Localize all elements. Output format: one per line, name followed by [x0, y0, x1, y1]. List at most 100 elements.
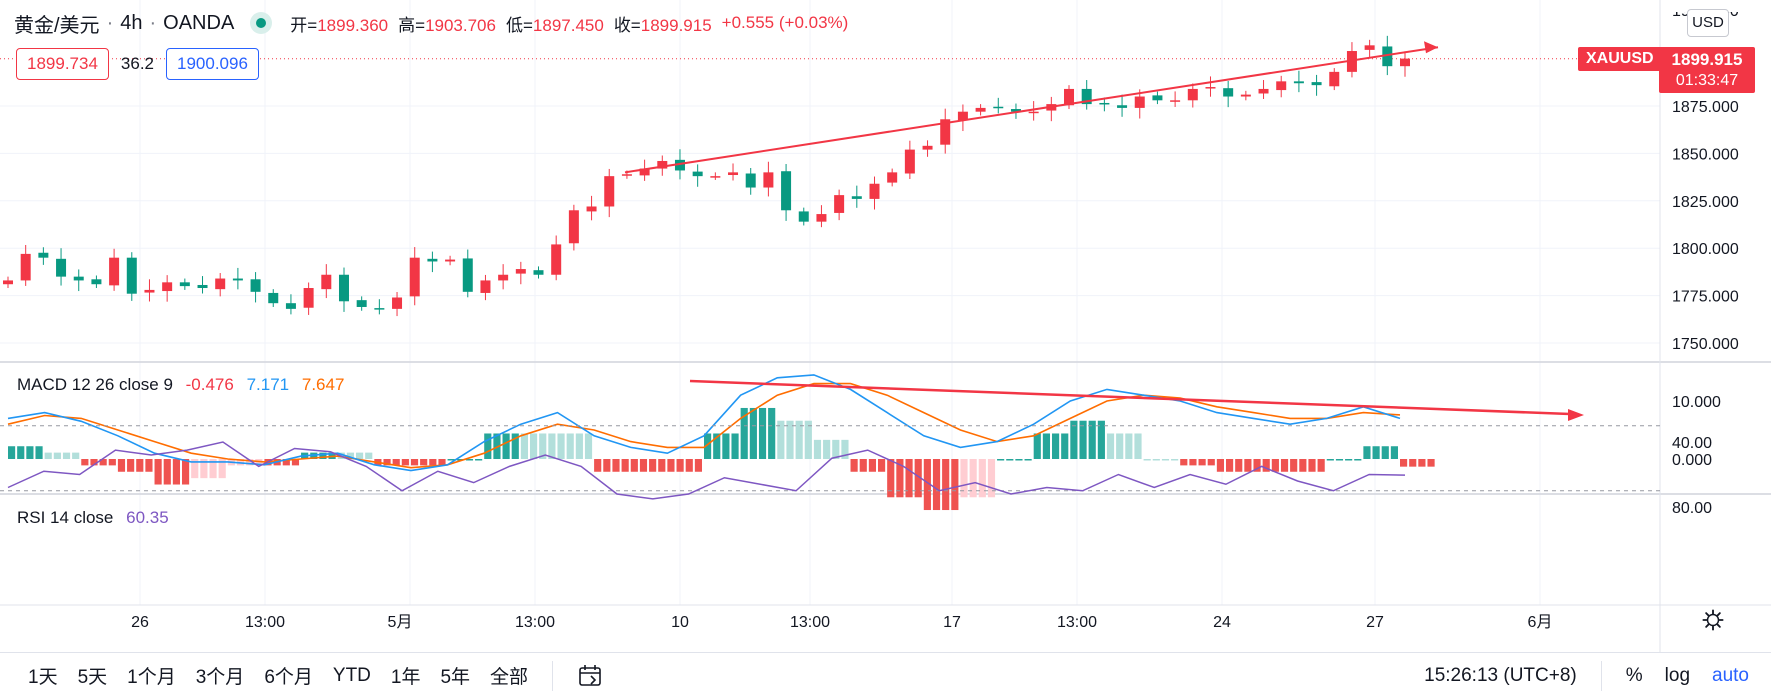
macd-histogram-bar — [1216, 459, 1224, 472]
macd-histogram-bar — [465, 459, 474, 461]
range-5y-button[interactable]: 5年 — [440, 667, 471, 688]
rsi-legend[interactable]: RSI 14 close 60.35 — [17, 508, 177, 528]
macd-histogram-bar — [896, 459, 904, 498]
symbol-name[interactable]: 黄金/美元 — [14, 14, 100, 37]
macd-histogram-bar — [1244, 459, 1252, 472]
range-ytd-button[interactable]: YTD — [332, 664, 371, 686]
goto-date-calendar-icon[interactable] — [577, 663, 603, 689]
macd-histogram-bar — [1097, 420, 1105, 459]
log-scale-toggle[interactable]: log — [1664, 664, 1691, 686]
candle-body — [1400, 58, 1410, 67]
candle-body — [551, 244, 562, 275]
time-axis-label: 10 — [671, 614, 689, 631]
range-all-button[interactable]: 全部 — [490, 667, 529, 688]
auto-scale-toggle[interactable]: auto — [1712, 664, 1749, 686]
macd-histogram-bar — [392, 459, 400, 466]
candle-body — [1117, 105, 1128, 108]
time-axis-label: 17 — [943, 614, 961, 631]
macd-histogram-bar — [987, 459, 996, 498]
macd-histogram-bar — [1207, 459, 1215, 466]
macd-histogram-bar — [1409, 459, 1417, 467]
trendline-arrowhead — [1424, 41, 1438, 54]
macd-histogram-bar — [823, 439, 831, 459]
candle-body — [781, 171, 792, 211]
low-label: 低= — [505, 15, 533, 35]
macd-legend[interactable]: MACD 12 26 close 9 -0.476 7.171 7.647 — [17, 375, 352, 395]
macd-trendline-arrowhead — [1568, 409, 1584, 421]
macd-histogram-bar — [1390, 446, 1398, 459]
sell-button[interactable]: 1899.734 — [16, 48, 109, 80]
macd-histogram-bar — [1061, 433, 1069, 459]
clock-timezone[interactable]: 15:26:13 (UTC+8) — [1424, 664, 1577, 686]
macd-histogram-bar — [456, 459, 464, 461]
candle-body — [621, 174, 632, 176]
range-5d-button[interactable]: 5天 — [77, 667, 108, 688]
candle-body — [126, 257, 137, 294]
currency-button[interactable]: USD — [1687, 9, 1729, 37]
macd-histogram-bar — [191, 459, 199, 479]
macd-histogram-bar — [1052, 433, 1060, 459]
candle-body — [268, 292, 279, 304]
macd-histogram-bar — [667, 459, 675, 472]
macd-histogram-bar — [502, 433, 510, 459]
market-open-icon — [256, 18, 267, 28]
interval-label[interactable]: 4h — [120, 11, 143, 34]
macd-histogram-bar — [1171, 459, 1179, 461]
candle-body — [993, 106, 1004, 109]
macd-histogram-bar — [777, 420, 785, 459]
buy-button[interactable]: 1900.096 — [166, 48, 259, 80]
macd-histogram-bar — [951, 459, 959, 511]
candle-body — [356, 300, 367, 307]
rsi-line — [7, 441, 1406, 500]
candle-body — [179, 282, 190, 287]
percent-scale-toggle[interactable]: % — [1625, 664, 1643, 686]
macd-histogram-bar — [1235, 459, 1243, 472]
candle-body — [1293, 81, 1304, 84]
macd-histogram-bar — [8, 446, 16, 459]
candle-body — [215, 278, 226, 290]
macd-histogram-bar — [182, 459, 190, 485]
candle-body — [445, 259, 456, 262]
range-1m-button[interactable]: 1个月 — [127, 667, 176, 688]
close-label: 收= — [613, 15, 641, 35]
macd-histogram-bar — [575, 433, 583, 459]
macd-histogram-bar — [740, 407, 748, 459]
macd-histogram-bar — [1125, 433, 1133, 459]
macd-histogram-bar — [694, 459, 702, 472]
macd-histogram-bar — [1088, 420, 1096, 459]
macd-histogram-bar — [99, 459, 107, 466]
range-3m-button[interactable]: 3个月 — [195, 667, 245, 688]
candle-body — [1258, 88, 1269, 94]
candle-body — [144, 289, 155, 293]
macd-histogram-bar — [594, 459, 602, 472]
macd-histogram-bar — [81, 459, 89, 466]
macd-histogram-bar — [291, 459, 300, 466]
candle-body — [975, 107, 986, 112]
candle-body — [498, 274, 509, 281]
settings-gear-icon[interactable] — [1702, 609, 1724, 631]
range-1y-button[interactable]: 1年 — [390, 667, 421, 688]
separator-dot: · — [149, 11, 157, 34]
macd-histogram-bar — [749, 407, 757, 459]
macd-histogram-bar — [1152, 459, 1160, 461]
macd-histogram-bar — [475, 459, 483, 461]
macd-histogram-bar — [887, 459, 895, 498]
range-1d-button[interactable]: 1天 — [28, 667, 58, 688]
macd-histogram-bar — [932, 459, 941, 511]
candle-body — [922, 145, 933, 150]
time-axis-label: 13:00 — [245, 614, 285, 631]
macd-histogram-bar — [209, 459, 217, 479]
macd-histogram-bar — [1079, 420, 1087, 459]
candle-body — [763, 172, 774, 188]
macd-histogram-bar — [859, 459, 867, 472]
macd-histogram-bar — [584, 433, 593, 459]
macd-histogram-bar — [630, 459, 638, 472]
range-6m-button[interactable]: 6个月 — [264, 667, 313, 688]
candle-body — [1064, 88, 1075, 106]
macd-histogram-bar — [557, 433, 565, 459]
macd-title: MACD 12 26 close 9 — [17, 375, 173, 394]
macd-histogram-bar — [520, 433, 528, 459]
candle-body — [1382, 46, 1393, 67]
macd-histogram-bar — [923, 459, 931, 511]
